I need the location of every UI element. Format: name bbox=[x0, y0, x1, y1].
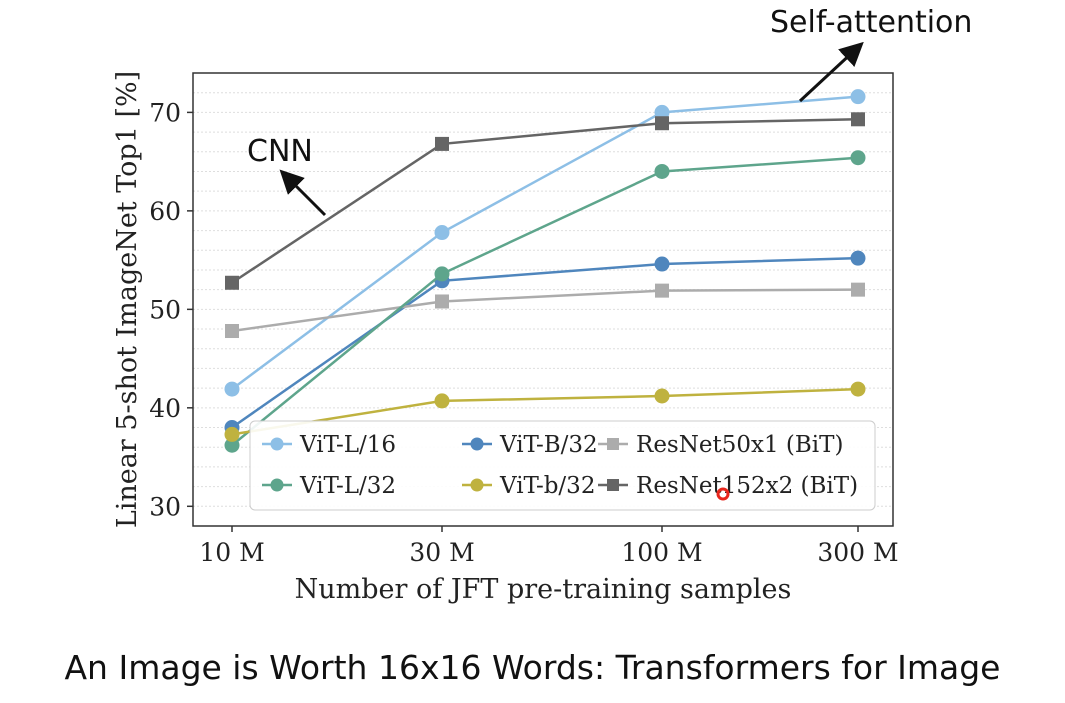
legend-item-vit-l-32: ViT-L/32 bbox=[262, 473, 396, 499]
series-resnet152x2-bit bbox=[225, 112, 865, 290]
legend-marker bbox=[270, 437, 284, 451]
data-point bbox=[654, 256, 670, 272]
series-line bbox=[231, 256, 859, 429]
series-line bbox=[231, 118, 859, 284]
data-point bbox=[224, 426, 240, 442]
series-layer bbox=[224, 89, 866, 453]
x-tick-label: 300 M bbox=[817, 538, 898, 567]
legend-label: ViT-B/32 bbox=[499, 432, 598, 458]
data-point bbox=[850, 381, 866, 397]
video-caption: An Image is Worth 16x16 Words: Transform… bbox=[64, 648, 1001, 687]
data-point bbox=[654, 104, 670, 120]
y-tick-label: 30 bbox=[149, 492, 181, 521]
legend: ViT-L/16 ViT-B/32 ResNet50x1 (BiT) ViT-L/32… bbox=[249, 420, 876, 511]
x-axis-label: Number of JFT pre-training samples bbox=[295, 574, 792, 605]
y-tick-label: 40 bbox=[149, 394, 181, 423]
legend-label: ViT-b/32 bbox=[499, 473, 595, 499]
series-line bbox=[231, 288, 859, 333]
data-point bbox=[434, 225, 450, 241]
cnn-arrow bbox=[279, 169, 327, 217]
legend-marker bbox=[270, 478, 284, 492]
data-point bbox=[224, 381, 240, 397]
data-point bbox=[655, 283, 669, 298]
series-line bbox=[231, 95, 859, 391]
data-point bbox=[851, 112, 865, 127]
legend-item-vit-l-16: ViT-L/16 bbox=[262, 432, 396, 458]
data-point bbox=[655, 116, 669, 131]
y-axis-label: Linear 5-shot ImageNet Top1 [%] bbox=[112, 71, 143, 528]
cursor-indicator bbox=[716, 487, 730, 501]
legend-label: ResNet152x2 (BiT) bbox=[636, 473, 858, 499]
data-point bbox=[435, 294, 449, 309]
x-tick-label: 10 M bbox=[199, 538, 264, 567]
series-vit-l-16 bbox=[224, 89, 866, 397]
y-tick-label: 70 bbox=[149, 98, 181, 127]
data-point bbox=[435, 136, 449, 151]
legend-box bbox=[249, 420, 876, 511]
series-line bbox=[231, 387, 859, 436]
data-point bbox=[851, 282, 865, 297]
legend-item-vit-b-32: ViT-b/32 bbox=[462, 473, 595, 499]
legend-item-resnet50x1-bit: ResNet50x1 (BiT) bbox=[598, 432, 843, 458]
data-point bbox=[654, 163, 670, 179]
plot-area bbox=[192, 72, 894, 527]
legend-label: ViT-L/16 bbox=[299, 432, 396, 458]
annotation-self-attention: Self-attention bbox=[770, 5, 972, 40]
data-point bbox=[850, 150, 866, 166]
x-tick-label: 100 M bbox=[621, 538, 702, 567]
annotation-cnn: CNN bbox=[247, 134, 313, 169]
self-attention-arrow bbox=[798, 41, 864, 103]
legend-item-resnet152x2-bit: ResNet152x2 (BiT) bbox=[598, 473, 858, 499]
legend-marker bbox=[470, 478, 484, 492]
data-point bbox=[434, 266, 450, 282]
x-tick-label: 30 M bbox=[409, 538, 474, 567]
legend-item-vit-b-32: ViT-B/32 bbox=[462, 432, 598, 458]
data-point bbox=[225, 275, 239, 290]
series-vit-l-32 bbox=[224, 150, 866, 453]
y-tick-label: 60 bbox=[149, 197, 181, 226]
data-point bbox=[850, 89, 866, 105]
series-vit-b-32 bbox=[224, 381, 866, 442]
legend-marker bbox=[470, 437, 484, 451]
data-point bbox=[434, 393, 450, 409]
data-point bbox=[654, 388, 670, 404]
series-line bbox=[231, 156, 859, 447]
data-point bbox=[225, 324, 239, 339]
legend-marker bbox=[607, 479, 619, 491]
series-resnet50x1-bit bbox=[225, 282, 865, 339]
legend-label: ViT-L/32 bbox=[299, 473, 396, 499]
data-point bbox=[850, 250, 866, 266]
annotations: CNN Self-attention bbox=[247, 5, 972, 217]
legend-label: ResNet50x1 (BiT) bbox=[636, 432, 843, 458]
y-tick-label: 50 bbox=[149, 295, 181, 324]
axes: 30 40 50 60 70 10 M 30 M 100 M 300 M Number of JF… bbox=[112, 71, 899, 605]
data-point bbox=[224, 437, 240, 453]
legend-marker bbox=[607, 438, 619, 450]
